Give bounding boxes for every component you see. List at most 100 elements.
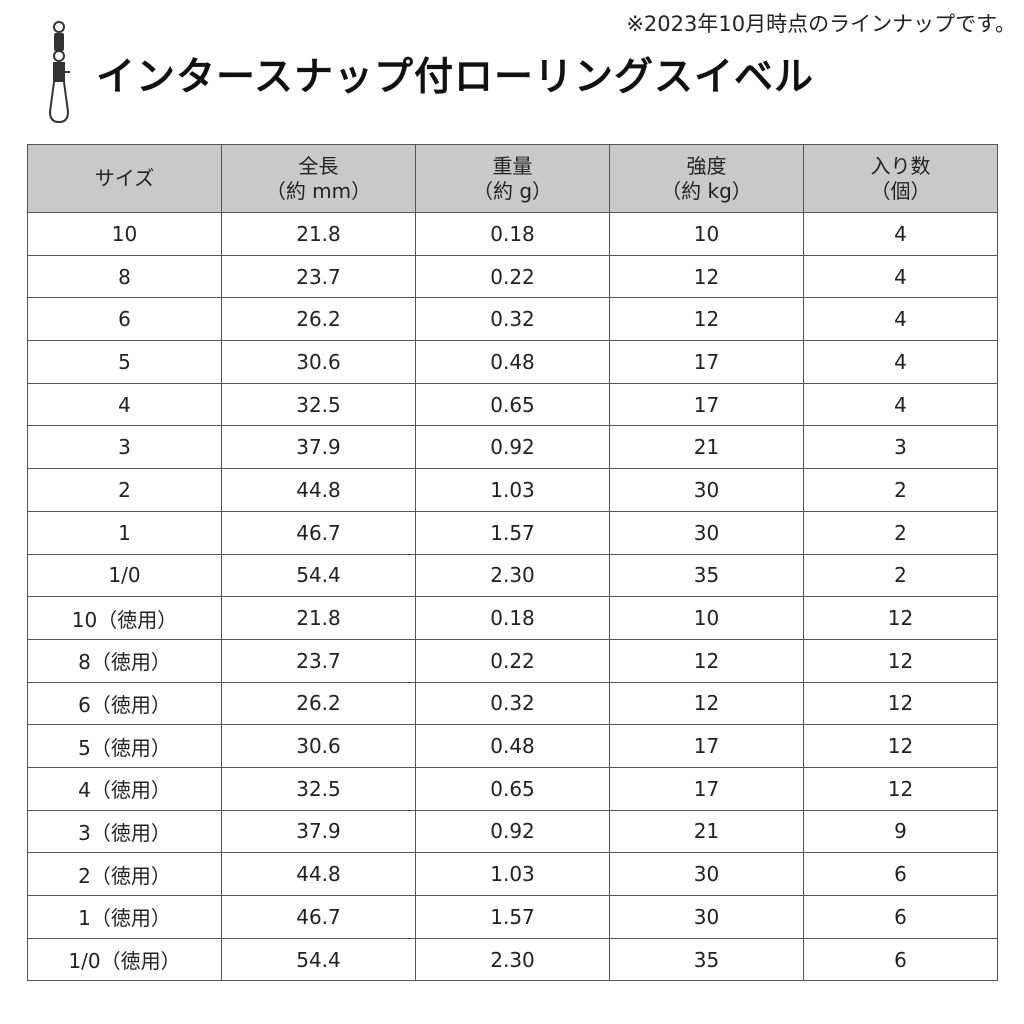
table-cell: 30.6 [221, 340, 416, 384]
table-cell: 0.18 [415, 212, 610, 256]
table-cell: 9 [803, 809, 998, 854]
table-cell: 12 [609, 254, 804, 299]
table-row: 8 23.7 0.22 12 4 [27, 254, 998, 299]
table-cell: 17 [609, 382, 804, 427]
table-cell: 23.7 [221, 638, 416, 683]
table-cell: 1/0 [27, 553, 222, 598]
table-header-row: サイズ 全長 （約 mm） 重量 （約 g） 強度 （約 kg） 入り数 （個） [27, 144, 998, 213]
column-header-unit: （約 g） [472, 178, 553, 203]
table-row: 1/0 54.4 2.30 35 2 [27, 553, 998, 598]
column-header-unit: （約 kg） [661, 178, 752, 203]
table-cell: 35 [609, 553, 804, 598]
table-cell: 6 [803, 852, 998, 896]
column-header-label: 入り数 [870, 153, 931, 178]
table-cell: 1.03 [415, 468, 610, 512]
table-row: 6（徳用） 26.2 0.32 12 12 [27, 681, 998, 726]
table-cell: 0.48 [415, 340, 610, 384]
table-cell: 30 [609, 895, 804, 939]
table-cell: 32.5 [221, 382, 416, 427]
table-cell: 12 [803, 766, 998, 811]
table-cell: 12 [803, 681, 998, 726]
table-cell: 30 [609, 510, 804, 555]
table-cell: 30 [609, 468, 804, 512]
table-cell: 8 [27, 254, 222, 299]
table-cell: 44.8 [221, 468, 416, 512]
table-cell: 6 [803, 895, 998, 939]
table-cell: 54.4 [221, 553, 416, 598]
table-cell: 1/0（徳用） [27, 937, 222, 982]
column-header-label: 全長 [298, 153, 339, 178]
table-row: 1（徳用） 46.7 1.57 30 6 [27, 895, 998, 939]
table-cell: 2 [803, 510, 998, 555]
table-cell: 6（徳用） [27, 681, 222, 726]
table-row: 5 30.6 0.48 17 4 [27, 340, 998, 384]
table-row: 3 37.9 0.92 21 3 [27, 425, 998, 470]
table-cell: 0.22 [415, 254, 610, 299]
table-cell: 2 [27, 468, 222, 512]
table-cell: 10（徳用） [27, 596, 222, 640]
table-cell: 0.92 [415, 425, 610, 470]
page-title: インタースナップ付ローリングスイベル [96, 55, 815, 100]
spec-table: サイズ 全長 （約 mm） 重量 （約 g） 強度 （約 kg） 入り数 （個） 10 21.8 0… [27, 144, 998, 982]
lineup-note: ※2023年10月時点のラインナップです。 [626, 12, 1016, 36]
table-cell: 0.65 [415, 382, 610, 427]
table-cell: 4（徳用） [27, 766, 222, 811]
table-row: 10 21.8 0.18 10 4 [27, 212, 998, 256]
column-header: 全長 （約 mm） [221, 144, 416, 213]
table-cell: 12 [609, 297, 804, 342]
table-cell: 46.7 [221, 895, 416, 939]
table-cell: 12 [609, 681, 804, 726]
table-cell: 1.57 [415, 510, 610, 555]
column-header: サイズ [27, 144, 222, 213]
table-cell: 4 [803, 212, 998, 256]
table-row: 10（徳用） 21.8 0.18 10 12 [27, 596, 998, 640]
column-header-label: 重量 [492, 153, 533, 178]
column-header-unit: （約 mm） [265, 178, 372, 203]
table-cell: 10 [27, 212, 222, 256]
table-cell: 17 [609, 724, 804, 768]
table-cell: 2 [803, 468, 998, 512]
table-cell: 2 [803, 553, 998, 598]
table-cell: 23.7 [221, 254, 416, 299]
table-cell: 0.48 [415, 724, 610, 768]
table-cell: 4 [803, 382, 998, 427]
table-cell: 5（徳用） [27, 724, 222, 768]
table-row: 4 32.5 0.65 17 4 [27, 382, 998, 427]
table-cell: 4 [803, 340, 998, 384]
table-cell: 0.32 [415, 681, 610, 726]
table-cell: 32.5 [221, 766, 416, 811]
table-row: 2（徳用） 44.8 1.03 30 6 [27, 852, 998, 896]
table-cell: 6 [27, 297, 222, 342]
table-cell: 21 [609, 809, 804, 854]
table-row: 8（徳用） 23.7 0.22 12 12 [27, 638, 998, 683]
column-header-label: 強度 [686, 153, 727, 178]
table-cell: 1（徳用） [27, 895, 222, 939]
table-cell: 21.8 [221, 596, 416, 640]
table-row: 3（徳用） 37.9 0.92 21 9 [27, 809, 998, 854]
column-header-label: サイズ [94, 166, 155, 190]
table-cell: 21 [609, 425, 804, 470]
table-cell: 26.2 [221, 681, 416, 726]
table-cell: 4 [803, 254, 998, 299]
table-cell: 6 [803, 937, 998, 982]
table-cell: 30 [609, 852, 804, 896]
table-cell: 44.8 [221, 852, 416, 896]
table-cell: 5 [27, 340, 222, 384]
table-cell: 35 [609, 937, 804, 982]
table-row: 5（徳用） 30.6 0.48 17 12 [27, 724, 998, 768]
table-cell: 4 [27, 382, 222, 427]
table-cell: 54.4 [221, 937, 416, 982]
table-cell: 3（徳用） [27, 809, 222, 854]
table-cell: 30.6 [221, 724, 416, 768]
table-cell: 12 [609, 638, 804, 683]
table-row: 1/0（徳用） 54.4 2.30 35 6 [27, 937, 998, 982]
table-cell: 1.03 [415, 852, 610, 896]
table-cell: 12 [803, 638, 998, 683]
table-cell: 8（徳用） [27, 638, 222, 683]
table-cell: 0.22 [415, 638, 610, 683]
column-header-unit: （個） [870, 178, 931, 203]
table-row: 2 44.8 1.03 30 2 [27, 468, 998, 512]
table-cell: 21.8 [221, 212, 416, 256]
column-header: 入り数 （個） [803, 144, 998, 213]
table-row: 4（徳用） 32.5 0.65 17 12 [27, 766, 998, 811]
